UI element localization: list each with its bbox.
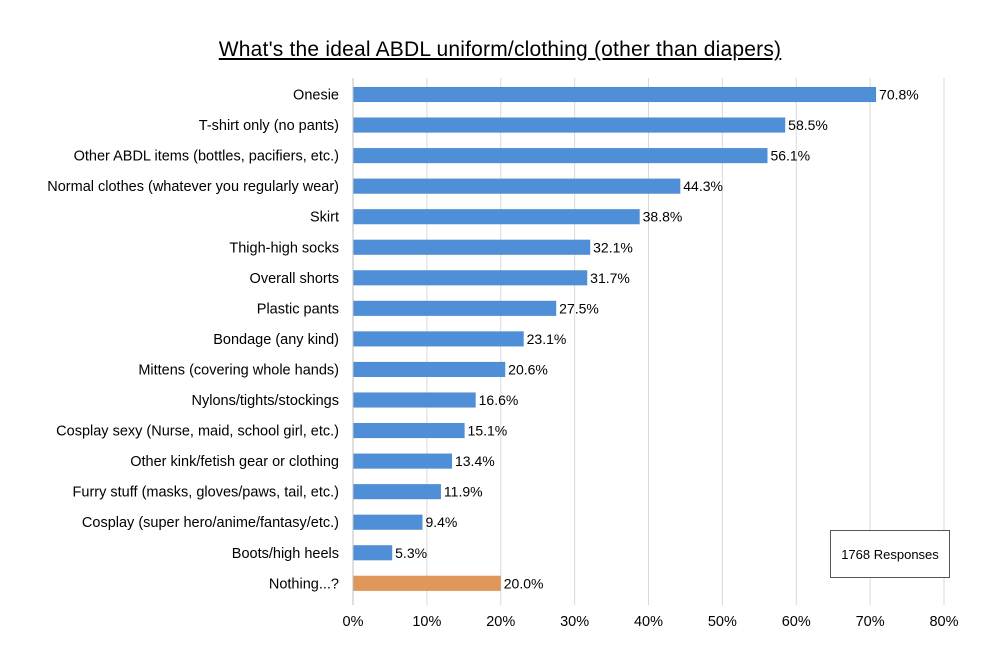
- data-label: 9.4%: [425, 514, 457, 530]
- category-label: Onesie: [293, 88, 339, 104]
- category-label: Boots/high heels: [232, 546, 339, 562]
- category-label: Thigh-high socks: [229, 240, 339, 256]
- x-tick-label: 60%: [782, 614, 811, 630]
- data-label: 31.7%: [590, 270, 630, 286]
- category-label: Furry stuff (masks, gloves/paws, tail, e…: [73, 485, 339, 501]
- category-label: Overall shorts: [250, 271, 339, 287]
- category-label: Other kink/fetish gear or clothing: [130, 454, 339, 470]
- data-label: 20.0%: [504, 575, 544, 591]
- x-tick-label: 40%: [634, 614, 663, 630]
- data-label: 20.6%: [508, 361, 548, 377]
- category-label: Cosplay sexy (Nurse, maid, school girl, …: [56, 424, 339, 440]
- category-label: Skirt: [310, 210, 339, 226]
- data-label: 27.5%: [559, 300, 599, 316]
- category-label: T-shirt only (no pants): [199, 118, 339, 134]
- x-tick-label: 20%: [486, 614, 515, 630]
- bar: [352, 239, 591, 255]
- data-label: 32.1%: [593, 239, 633, 255]
- bar: [352, 208, 640, 225]
- bar: [352, 300, 557, 317]
- data-label: 23.1%: [527, 331, 567, 347]
- category-label: Other ABDL items (bottles, pacifiers, et…: [74, 149, 339, 165]
- category-label: Nothing...?: [269, 576, 339, 592]
- responses-annotation-box: 1768 Responses: [830, 530, 950, 578]
- bar: [352, 392, 476, 408]
- data-label: 44.3%: [683, 178, 723, 194]
- category-label: Bondage (any kind): [213, 332, 339, 348]
- bar: [352, 331, 524, 347]
- x-tick-label: 0%: [343, 614, 364, 630]
- x-tick-label: 80%: [929, 614, 958, 630]
- data-label: 58.5%: [788, 117, 828, 133]
- x-tick-label: 30%: [560, 614, 589, 630]
- category-label: Plastic pants: [257, 301, 339, 317]
- bar: [352, 147, 768, 164]
- data-label: 56.1%: [770, 148, 810, 164]
- data-label: 70.8%: [879, 87, 919, 103]
- x-tick-label: 10%: [412, 614, 441, 630]
- bar: [352, 361, 506, 378]
- bar: [352, 86, 877, 103]
- x-tick-label: 70%: [856, 614, 885, 630]
- data-label: 5.3%: [395, 545, 427, 561]
- bar: [352, 545, 393, 561]
- x-tick-label: 50%: [708, 614, 737, 630]
- bar: [352, 483, 442, 500]
- data-label: 16.6%: [479, 392, 519, 408]
- data-label: 13.4%: [455, 453, 495, 469]
- category-label: Nylons/tights/stockings: [192, 393, 339, 409]
- bar: [352, 453, 453, 469]
- bar: [352, 178, 681, 194]
- bar: [352, 514, 423, 530]
- bar: [352, 270, 588, 286]
- category-label: Normal clothes (whatever you regularly w…: [47, 179, 339, 195]
- bar: [352, 422, 465, 439]
- bar: [352, 117, 786, 133]
- data-label: 15.1%: [468, 423, 508, 439]
- responses-annotation-text: 1768 Responses: [841, 546, 939, 562]
- category-label: Mittens (covering whole hands): [138, 362, 339, 378]
- category-label: Cosplay (super hero/anime/fantasy/etc.): [82, 515, 339, 531]
- data-label: 11.9%: [444, 484, 483, 500]
- data-label: 38.8%: [643, 209, 683, 225]
- chart-title: What's the ideal ABDL uniform/clothing (…: [218, 38, 782, 61]
- bar: [352, 575, 501, 592]
